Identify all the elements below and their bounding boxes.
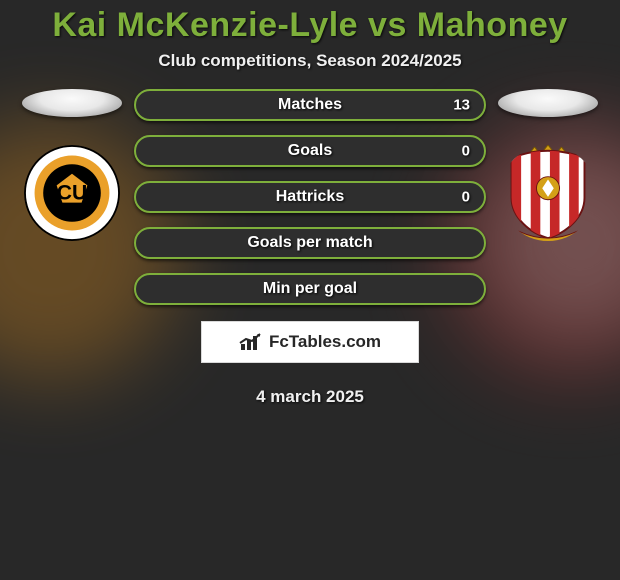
right-column — [498, 89, 598, 241]
left-platform — [22, 89, 122, 117]
left-column: CU — [22, 89, 122, 241]
stat-right-value: 13 — [453, 97, 470, 114]
content-root: Kai McKenzie-Lyle vs Mahoney Club compet… — [0, 0, 620, 580]
stat-right-value: 0 — [462, 143, 470, 160]
stat-label: Hattricks — [276, 188, 344, 206]
right-club-crest — [500, 145, 596, 241]
stat-row-min-per-goal: Min per goal — [134, 273, 486, 305]
brand-text: FcTables.com — [269, 332, 381, 352]
comparison-row: CU Matches 13 Goals 0 Hattricks — [0, 89, 620, 305]
stat-row-goals: Goals 0 — [134, 135, 486, 167]
stat-row-goals-per-match: Goals per match — [134, 227, 486, 259]
stat-label: Min per goal — [263, 280, 357, 298]
stat-label: Goals per match — [247, 234, 372, 252]
page-title: Kai McKenzie-Lyle vs Mahoney — [0, 6, 620, 45]
stat-row-matches: Matches 13 — [134, 89, 486, 121]
stat-label: Matches — [278, 96, 342, 114]
stat-row-hattricks: Hattricks 0 — [134, 181, 486, 213]
right-crest-svg — [500, 145, 596, 241]
date-text: 4 march 2025 — [0, 387, 620, 407]
right-platform — [498, 89, 598, 117]
page-subtitle: Club competitions, Season 2024/2025 — [0, 51, 620, 71]
stat-right-value: 0 — [462, 189, 470, 206]
brand-chart-icon — [239, 332, 263, 352]
brand-badge: FcTables.com — [201, 321, 419, 363]
left-crest-svg: CU — [24, 145, 120, 241]
stat-label: Goals — [288, 142, 332, 160]
left-club-crest: CU — [24, 145, 120, 241]
left-crest-text: CU — [57, 182, 87, 205]
stats-column: Matches 13 Goals 0 Hattricks 0 Goals per… — [134, 89, 486, 305]
